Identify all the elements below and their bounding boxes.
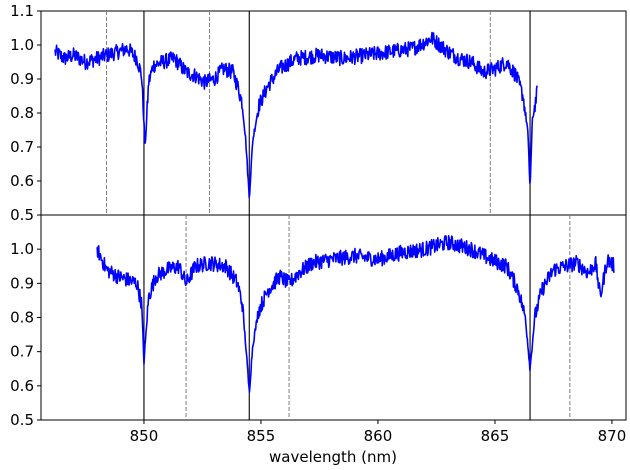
y-tick-label-bottom-5: 1.0: [10, 240, 34, 258]
y-tick-label-top-6: 1.1: [10, 2, 34, 20]
spectrum-line-top-0: [54, 31, 538, 199]
plot-frame-top: [40, 10, 627, 216]
y-tick-label-top-3: 0.8: [10, 104, 34, 122]
x-axis-label: wavelength (nm): [269, 448, 397, 466]
x-tick-label-1: 855: [247, 427, 276, 445]
y-tick-label-bottom-2: 0.7: [10, 343, 34, 361]
x-tick-label-0: 850: [130, 427, 159, 445]
y-tick-label-top-1: 0.6: [10, 172, 34, 190]
y-tick-label-top-4: 0.9: [10, 70, 34, 88]
y-tick-label-bottom-3: 0.8: [10, 309, 34, 327]
y-tick-label-top-0: 0.5: [10, 206, 34, 224]
y-tick-label-bottom-4: 0.9: [10, 274, 34, 292]
plot-frame-bottom: [40, 214, 627, 421]
y-tick-label-bottom-0: 0.5: [10, 411, 34, 429]
y-tick-label-top-2: 0.7: [10, 138, 34, 156]
panel-top: 0.5 0.6 0.7 0.8 0.9 1.0 1.1: [10, 2, 627, 224]
x-tick-label-3: 865: [481, 427, 510, 445]
x-tick-label-4: 870: [598, 427, 627, 445]
y-tick-label-bottom-1: 0.6: [10, 377, 34, 395]
x-axis: 850 855 860 865 870: [130, 420, 627, 445]
spectrum-line-bottom-0: [96, 234, 615, 393]
panel-bottom: 0.5 0.6 0.7 0.8 0.9 1.0: [10, 214, 627, 429]
y-tick-label-top-5: 1.0: [10, 36, 34, 54]
x-tick-label-2: 860: [364, 427, 393, 445]
